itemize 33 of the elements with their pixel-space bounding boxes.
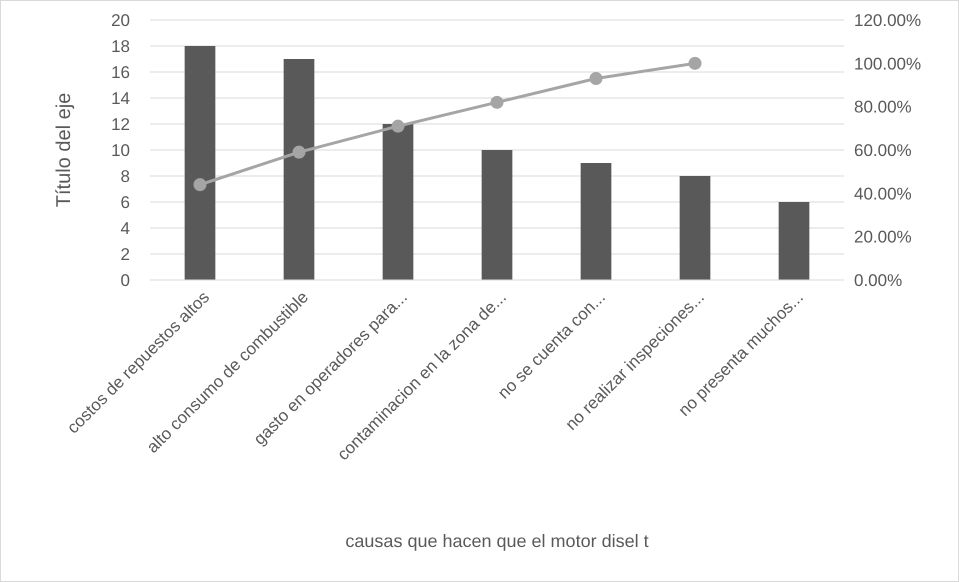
bar (184, 46, 216, 280)
bar (382, 124, 414, 280)
y2-tick-label: 0.00% (854, 270, 902, 290)
point (292, 146, 306, 159)
y-tick-label: 10 (111, 140, 130, 160)
point (490, 96, 504, 109)
bar (680, 176, 710, 280)
y-tick-label: 0 (120, 270, 130, 290)
x-axis-title: causas que hacen que el motor disel t (345, 531, 649, 551)
y-tick-label: 6 (120, 192, 130, 212)
y-tick-label: 20 (111, 10, 130, 30)
y-tick-label: 8 (120, 166, 130, 186)
bar (482, 150, 512, 280)
y-tick-label: 14 (111, 88, 130, 108)
y2-tick-label: 120.00% (854, 10, 922, 30)
bar (580, 163, 612, 280)
y-tick-label: 4 (120, 218, 130, 238)
y2-tick-label: 60.00% (854, 140, 912, 160)
y-tick-label: 16 (111, 62, 130, 82)
y-axis-title: Título del eje (53, 92, 75, 208)
bar (778, 202, 810, 280)
point (590, 72, 602, 85)
y2-tick-label: 40.00% (854, 184, 912, 204)
y-tick-label: 12 (111, 114, 130, 134)
point (193, 178, 206, 192)
point (688, 56, 702, 70)
y-tick-label: 2 (120, 244, 130, 264)
y-tick-label: 18 (111, 36, 130, 56)
y2-tick-label: 80.00% (854, 98, 912, 117)
y2-tick-label: 100.00% (854, 54, 922, 74)
bar (284, 59, 314, 280)
point (392, 120, 404, 133)
y2-tick-label: 20.00% (854, 228, 912, 247)
